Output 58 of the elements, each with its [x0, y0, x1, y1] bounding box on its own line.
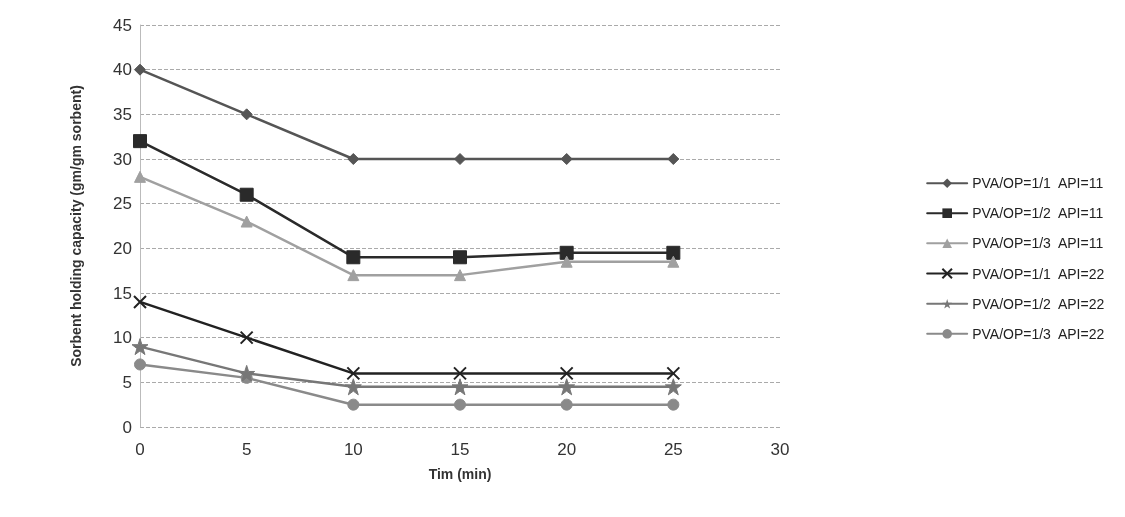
- point: [451, 378, 469, 396]
- y-tick-label: 5: [122, 372, 132, 392]
- point: [133, 134, 147, 149]
- point: [134, 63, 146, 76]
- point: [239, 330, 254, 345]
- y-tick-label: 35: [113, 104, 132, 124]
- point: [454, 153, 466, 165]
- legend-label: PVA/OP=1/2 API=22: [972, 295, 1105, 312]
- y-tick-label: 45: [113, 15, 132, 35]
- point: [560, 255, 573, 268]
- point: [239, 187, 254, 202]
- x-tick-label: 15: [450, 440, 470, 459]
- y-tick-label: 25: [113, 194, 132, 214]
- point: [238, 364, 256, 382]
- y-tick-label: 0: [122, 417, 132, 437]
- x-tick-label: 25: [663, 440, 683, 459]
- point: [347, 398, 360, 411]
- point: [131, 338, 149, 356]
- point: [454, 398, 466, 411]
- point: [240, 215, 253, 228]
- y-tick-label: 10: [113, 328, 132, 348]
- y-tick-label: 30: [113, 149, 132, 169]
- point: [559, 245, 574, 260]
- x-tick-label: 20: [557, 440, 577, 459]
- point: [667, 153, 680, 165]
- point: [133, 294, 147, 309]
- x-axis-title: Tim (min): [428, 466, 492, 482]
- point: [558, 378, 576, 396]
- y-tick-label: 15: [113, 283, 132, 303]
- point: [347, 269, 360, 282]
- point: [240, 108, 253, 121]
- point: [134, 358, 146, 371]
- point: [664, 378, 682, 396]
- point: [453, 250, 467, 265]
- point: [344, 378, 362, 396]
- point: [134, 170, 146, 183]
- point: [454, 269, 466, 282]
- legend-label: PVA/OP=1/1 API=11: [972, 175, 1104, 192]
- legend-label: PVA/OP=1/1 API=22: [972, 265, 1105, 282]
- point: [667, 398, 680, 411]
- point: [346, 366, 361, 381]
- point: [453, 366, 467, 381]
- y-tick-label: 20: [113, 238, 132, 258]
- legend-label: PVA/OP=1/2 API=11: [972, 205, 1104, 222]
- legend-label: PVA/OP=1/3 API=22: [972, 325, 1105, 342]
- x-tick-label: 5: [241, 440, 252, 459]
- y-axis-title: Sorbent holding capacity (gm/gm sorbent): [68, 85, 84, 367]
- point: [666, 366, 681, 381]
- point: [560, 398, 573, 411]
- point: [667, 255, 680, 268]
- legend-label: PVA/OP=1/3 API=11: [972, 235, 1104, 252]
- x-tick-label: 30: [770, 440, 790, 459]
- point: [666, 245, 681, 260]
- y-tick-label: 40: [113, 60, 132, 80]
- point: [346, 250, 361, 265]
- point: [559, 366, 574, 381]
- x-tick-label: 0: [135, 440, 145, 459]
- x-tick-label: 10: [343, 440, 363, 459]
